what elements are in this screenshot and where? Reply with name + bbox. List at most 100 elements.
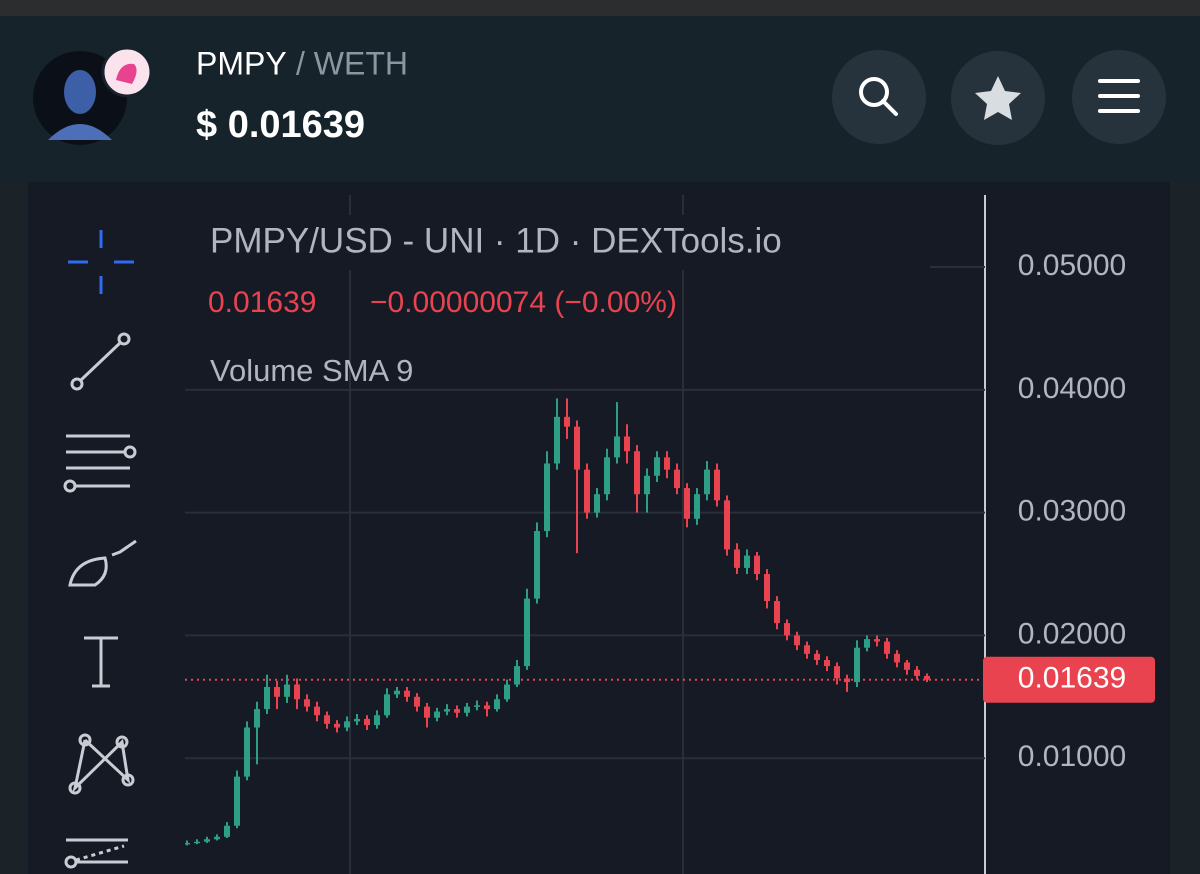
candle-body [514, 666, 520, 685]
candle-body [564, 416, 570, 427]
candle-body [304, 699, 310, 707]
candle-body [764, 574, 770, 602]
pattern-tool[interactable] [68, 733, 135, 795]
crosshair-tool[interactable] [68, 230, 134, 294]
avatar-figure [64, 70, 96, 114]
last-price-label: 0.01639 [1018, 662, 1126, 695]
line-tool[interactable] [70, 332, 131, 391]
candle-body [194, 841, 200, 844]
candle-body [614, 436, 620, 458]
symbol: PMPY [196, 45, 287, 81]
candle-body [734, 549, 740, 568]
candle-body [604, 457, 610, 495]
avatar-body [48, 124, 112, 140]
drawing-toolbar [63, 230, 137, 869]
measure-tool[interactable] [64, 838, 128, 869]
candle-body [364, 718, 370, 726]
y-tick-label: 0.04000 [1018, 372, 1126, 405]
candle-body [324, 715, 330, 724]
candle-body [554, 416, 560, 464]
candle-body [844, 678, 850, 683]
candle-body [484, 705, 490, 710]
candle-body [854, 647, 860, 683]
candle-body [524, 598, 530, 667]
price-axis: 0.01000 0.02000 0.03000 0.04000 0.05000 0.016… [983, 249, 1155, 773]
candle-body [494, 699, 500, 710]
candle-body [744, 555, 750, 568]
candle-body [254, 709, 260, 728]
candle-body [384, 694, 390, 716]
candle-body [224, 825, 230, 837]
candle-body [704, 469, 710, 495]
last-price-legend: 0.01639 [208, 286, 316, 319]
candle-body [794, 635, 800, 646]
candle-body [464, 706, 470, 713]
favorite-button[interactable] [951, 51, 1045, 145]
candle-body [374, 715, 380, 726]
candle-body [214, 836, 220, 840]
candle-body [634, 451, 640, 495]
candle-body [204, 839, 210, 842]
candle-body [185, 842, 190, 845]
candle-body [784, 623, 790, 636]
dex-badge-icon [116, 63, 137, 84]
y-tick-label: 0.03000 [1018, 495, 1126, 528]
candle-body [684, 488, 690, 519]
candle-body [314, 706, 320, 716]
candle-body [404, 690, 410, 697]
candle-body [264, 686, 270, 710]
candle-body [594, 494, 600, 513]
candle-body [894, 653, 900, 663]
last-price-box [983, 656, 1155, 703]
candle-body [654, 457, 660, 476]
text-tool[interactable] [84, 636, 118, 688]
candle-body [754, 555, 760, 575]
candle-body [574, 426, 580, 470]
candle-body [504, 684, 510, 700]
candle-body [834, 666, 840, 679]
change: −0.00000074 (−0.00%) [370, 286, 677, 319]
candle-body [904, 662, 910, 670]
candle-body [884, 641, 890, 654]
legend: PMPY/USD - UNI · 1D · DEXTools.io 0.0163… [185, 215, 930, 388]
candle-body [694, 494, 700, 519]
candle-body [814, 653, 820, 660]
candle-body [284, 684, 290, 697]
fib-tool[interactable] [63, 434, 137, 493]
candle-body [234, 776, 240, 826]
candle-body [864, 639, 870, 648]
candle-body [674, 469, 680, 489]
candle-body [874, 639, 880, 642]
candle-body [914, 669, 920, 676]
candle-body [454, 709, 460, 713]
candle-body [534, 531, 540, 599]
candle-body [344, 721, 350, 728]
brush-tool[interactable] [68, 539, 137, 587]
candle-body [244, 727, 250, 777]
candle-body [804, 645, 810, 654]
candle-body [824, 659, 830, 667]
candle-body [334, 723, 340, 728]
indicator: Volume SMA 9 [210, 353, 413, 388]
candle-body [714, 469, 720, 501]
candle-body [424, 706, 430, 718]
y-tick-label: 0.05000 [1018, 249, 1126, 282]
candle-body [434, 711, 440, 718]
candles [185, 398, 930, 846]
candle-body [584, 469, 590, 513]
chart-title: PMPY/USD - UNI · 1D · DEXTools.io [210, 221, 782, 260]
candle-body [394, 690, 400, 695]
candle-body [924, 675, 930, 680]
menu-button[interactable] [1072, 50, 1166, 144]
candle-body [444, 709, 450, 712]
candle-body [544, 463, 550, 532]
candle-body [474, 705, 480, 707]
header-price: $ 0.01639 [196, 104, 365, 146]
y-tick-label: 0.01000 [1018, 740, 1126, 773]
candle-body [354, 718, 360, 722]
search-button[interactable] [832, 50, 926, 144]
quote: / WETH [296, 45, 408, 81]
legend-bg [185, 215, 930, 270]
